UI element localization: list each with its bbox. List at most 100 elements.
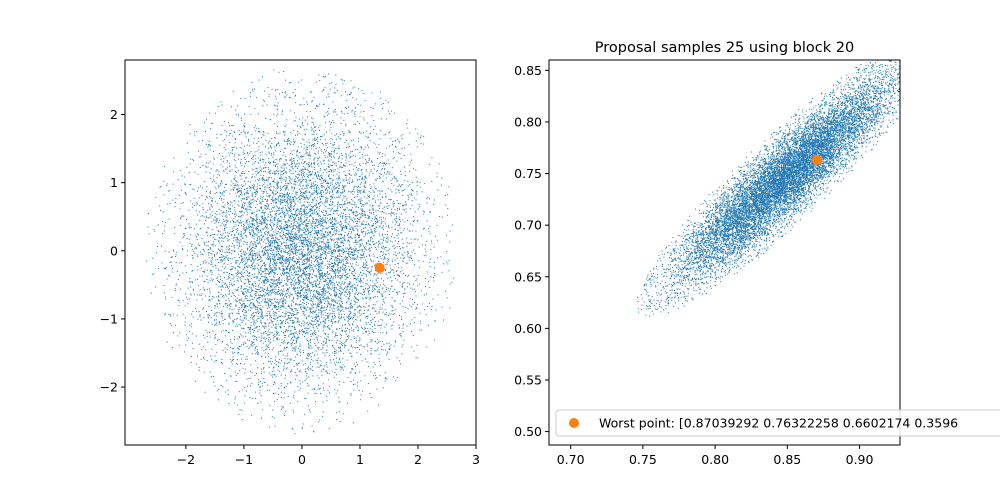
sample-point: [302, 221, 304, 223]
sample-point: [337, 222, 339, 224]
sample-point: [306, 111, 308, 113]
sample-point: [346, 146, 348, 148]
sample-point: [296, 192, 298, 194]
sample-point: [287, 259, 289, 261]
sample-point: [378, 404, 380, 406]
sample-point: [416, 344, 418, 346]
sample-point: [369, 249, 371, 251]
sample-point: [223, 237, 225, 239]
sample-point: [234, 250, 236, 252]
sample-point: [220, 158, 222, 160]
sample-point: [270, 154, 272, 156]
sample-point: [259, 166, 261, 168]
sample-point: [242, 300, 244, 302]
sample-point: [271, 200, 273, 202]
sample-point: [333, 284, 335, 286]
sample-point: [334, 273, 336, 275]
sample-point: [409, 161, 411, 163]
sample-point: [232, 322, 234, 324]
sample-point: [317, 325, 319, 327]
sample-point: [296, 150, 298, 152]
sample-point: [216, 306, 218, 308]
sample-point: [348, 221, 350, 223]
sample-point: [354, 383, 356, 385]
sample-point: [240, 119, 242, 121]
sample-point: [298, 212, 300, 214]
sample-point: [219, 174, 221, 176]
sample-point: [249, 245, 251, 247]
sample-point: [301, 196, 303, 197]
sample-point: [298, 304, 300, 306]
sample-point: [310, 209, 312, 211]
sample-point: [294, 134, 296, 136]
sample-point: [323, 214, 325, 216]
sample-point: [344, 268, 346, 270]
sample-point: [294, 187, 296, 189]
sample-point: [258, 286, 260, 288]
sample-point: [426, 240, 428, 242]
sample-point: [268, 232, 270, 234]
sample-point: [328, 152, 330, 154]
sample-point: [286, 226, 288, 228]
sample-point: [336, 260, 338, 262]
sample-point: [329, 153, 331, 155]
sample-point: [272, 229, 274, 231]
sample-point: [336, 181, 338, 183]
sample-point: [255, 305, 257, 307]
sample-point: [264, 218, 266, 220]
sample-point: [316, 338, 318, 340]
sample-point: [223, 158, 225, 160]
sample-point: [338, 188, 340, 190]
sample-point: [412, 182, 414, 184]
sample-point: [327, 156, 329, 158]
sample-point: [304, 296, 306, 298]
sample-point: [296, 243, 298, 245]
sample-point: [381, 221, 383, 223]
sample-point: [222, 323, 224, 325]
sample-point: [261, 236, 263, 238]
sample-point: [309, 312, 311, 314]
sample-point: [320, 240, 322, 242]
sample-point: [190, 326, 192, 328]
sample-point: [249, 254, 251, 256]
sample-point: [340, 255, 342, 257]
sample-point: [256, 150, 258, 152]
sample-point: [310, 162, 312, 164]
sample-point: [271, 416, 273, 418]
sample-point: [329, 213, 331, 215]
sample-point: [256, 339, 258, 341]
sample-point: [428, 228, 430, 230]
sample-point: [271, 227, 273, 229]
sample-point: [333, 355, 335, 357]
sample-point: [288, 164, 290, 166]
sample-point: [269, 342, 271, 344]
sample-point: [191, 313, 193, 315]
sample-point: [289, 277, 291, 279]
sample-point: [294, 308, 296, 310]
sample-point: [367, 350, 369, 352]
sample-point: [369, 212, 371, 214]
sample-point: [237, 113, 239, 115]
sample-point: [304, 335, 305, 337]
sample-point: [366, 161, 368, 163]
sample-point: [302, 264, 304, 266]
sample-point: [312, 277, 314, 279]
sample-point: [323, 162, 325, 164]
sample-point: [218, 187, 220, 189]
sample-point: [275, 312, 277, 314]
sample-point: [354, 309, 356, 311]
sample-point: [300, 156, 302, 158]
sample-point: [371, 209, 373, 211]
sample-point: [278, 365, 280, 367]
sample-point: [253, 305, 255, 307]
sample-point: [348, 244, 350, 246]
sample-point: [287, 396, 289, 398]
sample-point: [373, 244, 375, 246]
sample-point: [367, 162, 369, 163]
sample-point: [261, 310, 263, 312]
sample-point: [326, 297, 328, 299]
sample-point: [322, 152, 324, 154]
sample-point: [355, 211, 357, 213]
sample-point: [337, 214, 339, 216]
sample-point: [173, 157, 175, 159]
